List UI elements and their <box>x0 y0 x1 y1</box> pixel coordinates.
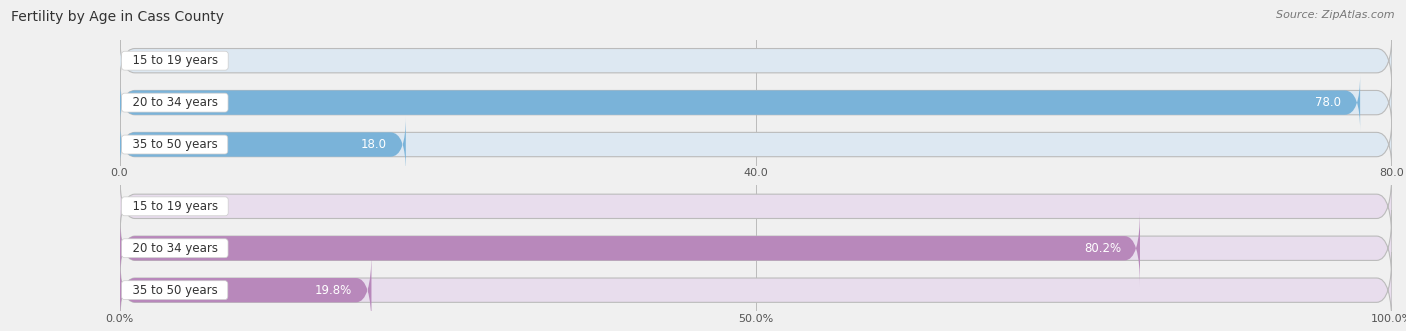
FancyBboxPatch shape <box>120 210 1140 286</box>
FancyBboxPatch shape <box>120 117 1392 173</box>
FancyBboxPatch shape <box>120 252 371 328</box>
FancyBboxPatch shape <box>120 168 1392 245</box>
Text: 19.8%: 19.8% <box>315 284 353 297</box>
Text: 35 to 50 years: 35 to 50 years <box>125 284 225 297</box>
Text: 15 to 19 years: 15 to 19 years <box>125 200 225 213</box>
FancyBboxPatch shape <box>120 210 1392 286</box>
Text: 80.2%: 80.2% <box>1084 242 1121 255</box>
Text: 15 to 19 years: 15 to 19 years <box>125 54 225 67</box>
Text: Fertility by Age in Cass County: Fertility by Age in Cass County <box>11 10 224 24</box>
Text: 18.0: 18.0 <box>361 138 387 151</box>
Text: 78.0: 78.0 <box>1315 96 1341 109</box>
FancyBboxPatch shape <box>120 74 1392 131</box>
FancyBboxPatch shape <box>120 117 406 173</box>
Text: 0.0: 0.0 <box>139 54 157 67</box>
FancyBboxPatch shape <box>120 252 1392 328</box>
FancyBboxPatch shape <box>120 74 1360 131</box>
Text: 35 to 50 years: 35 to 50 years <box>125 138 225 151</box>
Text: 20 to 34 years: 20 to 34 years <box>125 96 225 109</box>
Text: 20 to 34 years: 20 to 34 years <box>125 242 225 255</box>
FancyBboxPatch shape <box>120 32 1392 89</box>
Text: Source: ZipAtlas.com: Source: ZipAtlas.com <box>1277 10 1395 20</box>
Text: 0.0%: 0.0% <box>139 200 169 213</box>
